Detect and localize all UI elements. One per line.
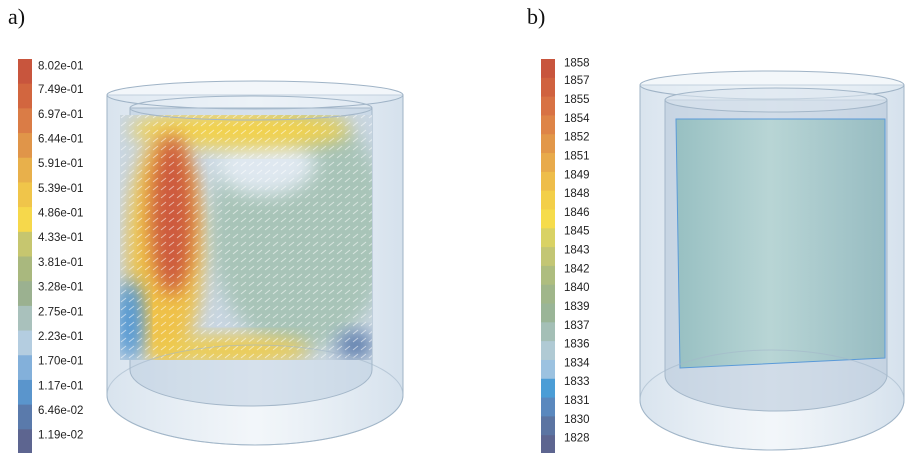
colorbar-segment [541,191,555,210]
colorbar-segment [18,108,32,133]
colorbar-segment [541,266,555,285]
colorbar-label: 1846 [564,207,590,219]
colorbar-segment [541,360,555,379]
colorbar-segment [18,59,32,84]
colorbar-label: 6.46e-02 [38,405,83,417]
colorbar-label: 1854 [564,113,590,125]
colorbar-segment [541,341,555,360]
colorbar-label: 1.70e-01 [38,356,83,368]
colorbar-label: 8.02e-01 [38,60,83,72]
colorbar-segment [18,133,32,158]
colorbar-segment [18,158,32,183]
panel-label: b) [527,4,545,29]
colorbar-segment [541,398,555,417]
colorbar-label: 3.28e-01 [38,282,83,294]
colorbar-segment [18,306,32,331]
colorbar-segment [541,134,555,153]
colorbar-segment [541,172,555,191]
colorbar-segment [541,379,555,398]
colorbar-label: 7.49e-01 [38,84,83,96]
colorbar-segment [18,331,32,356]
colorbar-label: 1851 [564,150,590,162]
colorbar-label: 1858 [564,57,590,69]
colorbar-segment [18,405,32,430]
colorbar-segment [541,153,555,172]
colorbar-segment [541,247,555,266]
colorbar-segment [18,207,32,232]
colorbar-label: 4.86e-01 [38,208,83,220]
colorbar-segment [18,355,32,380]
colorbar-label: 1845 [564,226,590,238]
colorbar-segment [18,380,32,405]
colorbar-segment [541,97,555,116]
colorbar-segment [541,322,555,341]
colorbar-segment [18,232,32,257]
colorbar-label: 1848 [564,188,590,200]
figure: a) b) 8.02e-017.49e-016.97e-016.44e-015. [0,0,905,453]
colorbar-label: 1842 [564,263,590,275]
colorbar-label: 3.81e-01 [38,257,83,269]
colorbar-label: 1849 [564,169,590,181]
colorbar-segment [541,78,555,97]
colorbar-label: 1.17e-01 [38,380,83,392]
colorbar-segment [541,209,555,228]
colorbar-segment [18,257,32,282]
colorbar-segment [541,59,555,78]
colorbar-label: 1828 [564,433,590,445]
panel-label: a) [8,4,25,29]
colorbar-label: 6.44e-01 [38,133,83,145]
colorbar-label: 5.39e-01 [38,183,83,195]
colorbar-label: 1839 [564,301,590,313]
colorbar-label: 1.19e-02 [38,430,83,442]
colorbar-label: 2.23e-01 [38,331,83,343]
colorbar-segment [541,228,555,247]
colorbar-segment [541,435,555,453]
colorbar-label: 1857 [564,75,590,87]
colorbar-label: 1843 [564,245,590,257]
colorbar-label: 1855 [564,94,590,106]
render-a [107,81,403,445]
colorbar-segment [18,429,32,453]
colorbar-segment [541,115,555,134]
colorbar-label: 1837 [564,320,590,332]
colorbar-label: 1852 [564,132,590,144]
colorbar-label: 1840 [564,282,590,294]
page: a) b) 8.02e-017.49e-016.97e-016.44e-015. [0,0,905,453]
colorbar-label: 1833 [564,376,590,388]
colorbar-segment [18,182,32,207]
colorbar-label: 1834 [564,357,590,369]
colorbar-label: 6.97e-01 [38,109,83,121]
render-b [640,71,904,450]
colorbar-segment [18,84,32,109]
colorbar-segment [18,281,32,306]
colorbar-segment [541,285,555,304]
colorbar-segment [541,304,555,323]
colorbar-label: 2.75e-01 [38,306,83,318]
colorbar-segment [541,416,555,435]
colorbar-label: 1831 [564,395,590,407]
colorbar-label: 4.33e-01 [38,232,83,244]
colorbar-label: 1836 [564,339,590,351]
colorbar-label: 5.91e-01 [38,158,83,170]
colorbar-label: 1830 [564,414,590,426]
